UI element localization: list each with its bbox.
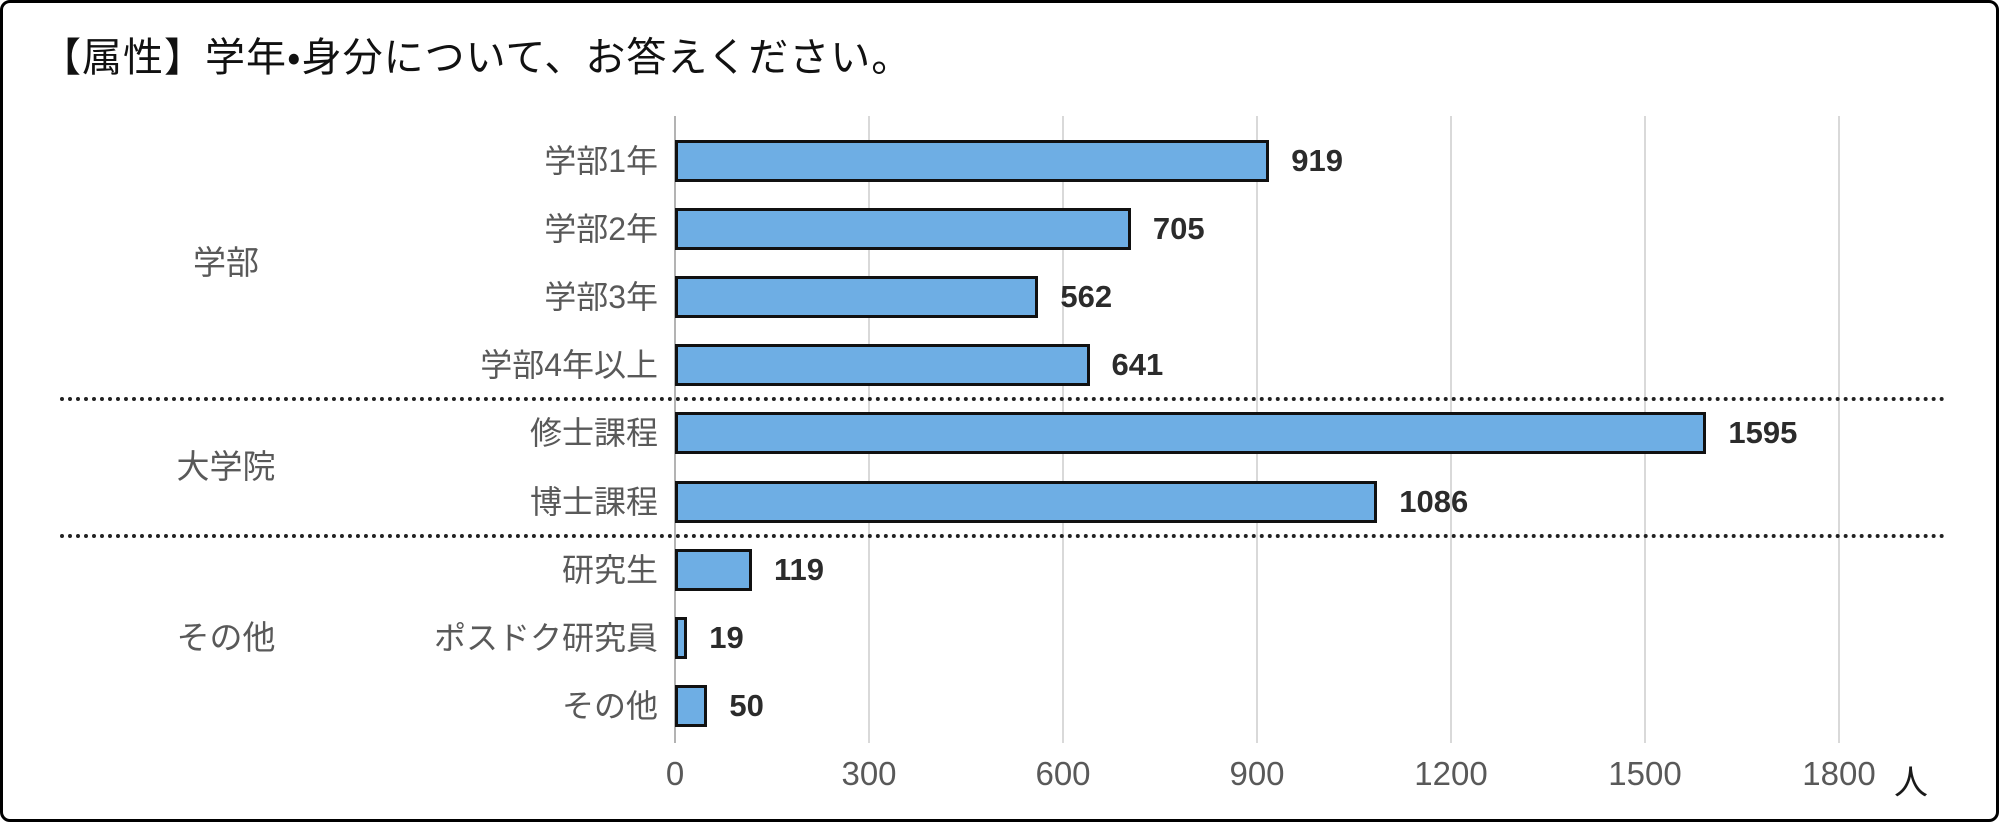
chart-title: 【属性】学年・身分について、お答えください。 xyxy=(41,36,913,80)
bar xyxy=(675,480,1378,523)
group-label: 学部 xyxy=(193,244,259,282)
gridline-1800 xyxy=(1838,116,1840,743)
x-tick-label: 900 xyxy=(1229,755,1285,792)
bar xyxy=(675,548,752,591)
x-tick-label: 300 xyxy=(841,755,897,792)
category-label: 学部2年 xyxy=(544,211,658,248)
bar xyxy=(675,140,1270,182)
value-label: 1086 xyxy=(1399,483,1469,519)
x-tick-label: 1800 xyxy=(1802,755,1876,792)
value-label: 50 xyxy=(729,687,764,723)
bar xyxy=(675,684,708,727)
value-label: 19 xyxy=(709,619,744,655)
value-label: 562 xyxy=(1060,279,1113,315)
category-label: 学部1年 xyxy=(544,143,658,179)
bar xyxy=(675,344,1090,387)
value-label: 119 xyxy=(773,551,824,587)
group-label: その他 xyxy=(176,618,276,656)
group-label: 大学院 xyxy=(176,448,276,486)
category-label: 博士課程 xyxy=(529,483,658,520)
bar-chart-plot-area: 学部1年 919 学部2年 705 学部3年 562 学部4年以上 641 学部修士課程 1595… xyxy=(3,3,1996,819)
category-label: その他 xyxy=(561,687,658,724)
bar xyxy=(675,616,688,659)
value-label: 919 xyxy=(1291,143,1344,178)
group-separator xyxy=(60,397,1946,402)
category-label: 学部3年 xyxy=(544,279,658,316)
x-tick-label: 1200 xyxy=(1414,755,1488,792)
value-label: 1595 xyxy=(1728,415,1798,451)
axis-unit-label: 人 xyxy=(1894,764,1928,802)
x-tick-label: 600 xyxy=(1035,755,1091,792)
category-label: ポスドク研究員 xyxy=(433,619,658,656)
bar xyxy=(675,412,1707,455)
x-tick-label: 1500 xyxy=(1608,755,1682,792)
x-tick-label: 0 xyxy=(665,755,685,792)
bar xyxy=(675,208,1131,251)
value-label: 705 xyxy=(1152,211,1205,247)
group-separator xyxy=(60,533,1946,538)
bar xyxy=(675,276,1039,319)
category-label: 研究生 xyxy=(561,551,658,588)
value-label: 641 xyxy=(1111,347,1164,383)
category-label: 学部4年以上 xyxy=(480,347,658,384)
category-label: 修士課程 xyxy=(529,415,658,452)
